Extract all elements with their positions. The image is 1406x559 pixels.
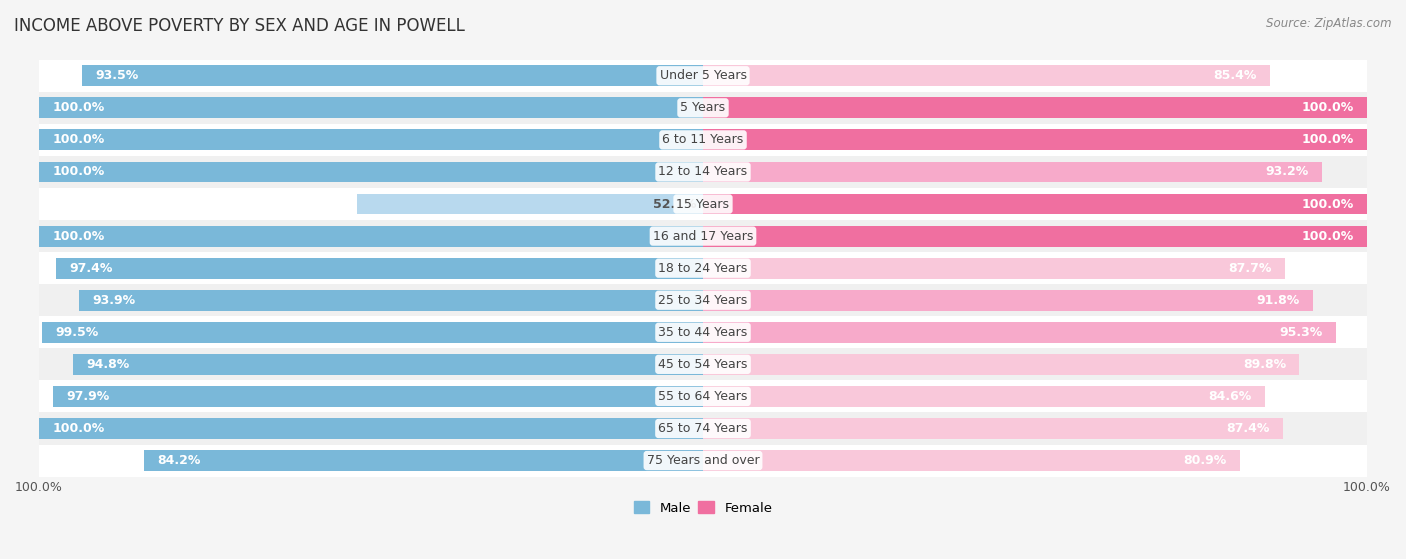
Bar [39,124,1367,156]
Bar [53,386,703,407]
Text: 80.9%: 80.9% [1184,454,1227,467]
Text: 12 to 14 Years: 12 to 14 Years [658,165,748,178]
Text: Source: ZipAtlas.com: Source: ZipAtlas.com [1267,17,1392,30]
Text: 87.4%: 87.4% [1226,422,1270,435]
Bar [39,220,1367,252]
Text: 52.1%: 52.1% [652,197,696,211]
Bar [703,354,1299,375]
Bar [39,348,1367,380]
Text: 15 Years: 15 Years [676,197,730,211]
Text: 94.8%: 94.8% [87,358,129,371]
Bar [703,386,1265,407]
Text: 91.8%: 91.8% [1256,293,1299,307]
Bar [39,316,1367,348]
Text: 84.6%: 84.6% [1208,390,1251,403]
Text: 65 to 74 Years: 65 to 74 Years [658,422,748,435]
Text: 5 Years: 5 Years [681,101,725,115]
Bar [39,162,703,182]
Text: 35 to 44 Years: 35 to 44 Years [658,326,748,339]
Text: 95.3%: 95.3% [1279,326,1323,339]
Text: 75 Years and over: 75 Years and over [647,454,759,467]
Text: 87.7%: 87.7% [1229,262,1272,274]
Text: 84.2%: 84.2% [157,454,201,467]
Bar [39,156,1367,188]
Text: 93.9%: 93.9% [93,293,136,307]
Bar [39,444,1367,477]
Text: 18 to 24 Years: 18 to 24 Years [658,262,748,274]
Text: 100.0%: 100.0% [1302,197,1354,211]
Bar [39,188,1367,220]
Text: 100.0%: 100.0% [52,165,104,178]
Text: 89.8%: 89.8% [1243,358,1286,371]
Text: INCOME ABOVE POVERTY BY SEX AND AGE IN POWELL: INCOME ABOVE POVERTY BY SEX AND AGE IN P… [14,17,465,35]
Bar [39,252,1367,284]
Bar [80,290,703,311]
Bar [703,130,1367,150]
Text: 100.0%: 100.0% [52,230,104,243]
Legend: Male, Female: Male, Female [628,496,778,520]
Bar [703,258,1285,278]
Bar [703,193,1367,215]
Bar [73,354,703,375]
Bar [703,290,1313,311]
Text: 25 to 34 Years: 25 to 34 Years [658,293,748,307]
Text: 100.0%: 100.0% [1302,230,1354,243]
Bar [703,97,1367,119]
Text: 55 to 64 Years: 55 to 64 Years [658,390,748,403]
Text: 45 to 54 Years: 45 to 54 Years [658,358,748,371]
Bar [703,162,1322,182]
Bar [39,226,703,247]
Bar [39,380,1367,413]
Bar [42,322,703,343]
Bar [39,92,1367,124]
Text: 100.0%: 100.0% [1302,134,1354,146]
Text: Under 5 Years: Under 5 Years [659,69,747,82]
Bar [357,193,703,215]
Text: 100.0%: 100.0% [52,101,104,115]
Bar [39,60,1367,92]
Text: 85.4%: 85.4% [1213,69,1257,82]
Text: 6 to 11 Years: 6 to 11 Years [662,134,744,146]
Text: 97.9%: 97.9% [66,390,110,403]
Bar [39,413,1367,444]
Bar [56,258,703,278]
Bar [39,130,703,150]
Bar [703,322,1336,343]
Text: 100.0%: 100.0% [52,422,104,435]
Bar [39,418,703,439]
Text: 100.0%: 100.0% [1302,101,1354,115]
Bar [703,418,1284,439]
Bar [39,97,703,119]
Bar [703,450,1240,471]
Text: 93.2%: 93.2% [1265,165,1309,178]
Bar [82,65,703,86]
Text: 16 and 17 Years: 16 and 17 Years [652,230,754,243]
Text: 99.5%: 99.5% [56,326,98,339]
Bar [143,450,703,471]
Bar [703,226,1367,247]
Bar [703,65,1270,86]
Text: 93.5%: 93.5% [96,69,139,82]
Text: 100.0%: 100.0% [52,134,104,146]
Text: 97.4%: 97.4% [69,262,112,274]
Bar [39,284,1367,316]
